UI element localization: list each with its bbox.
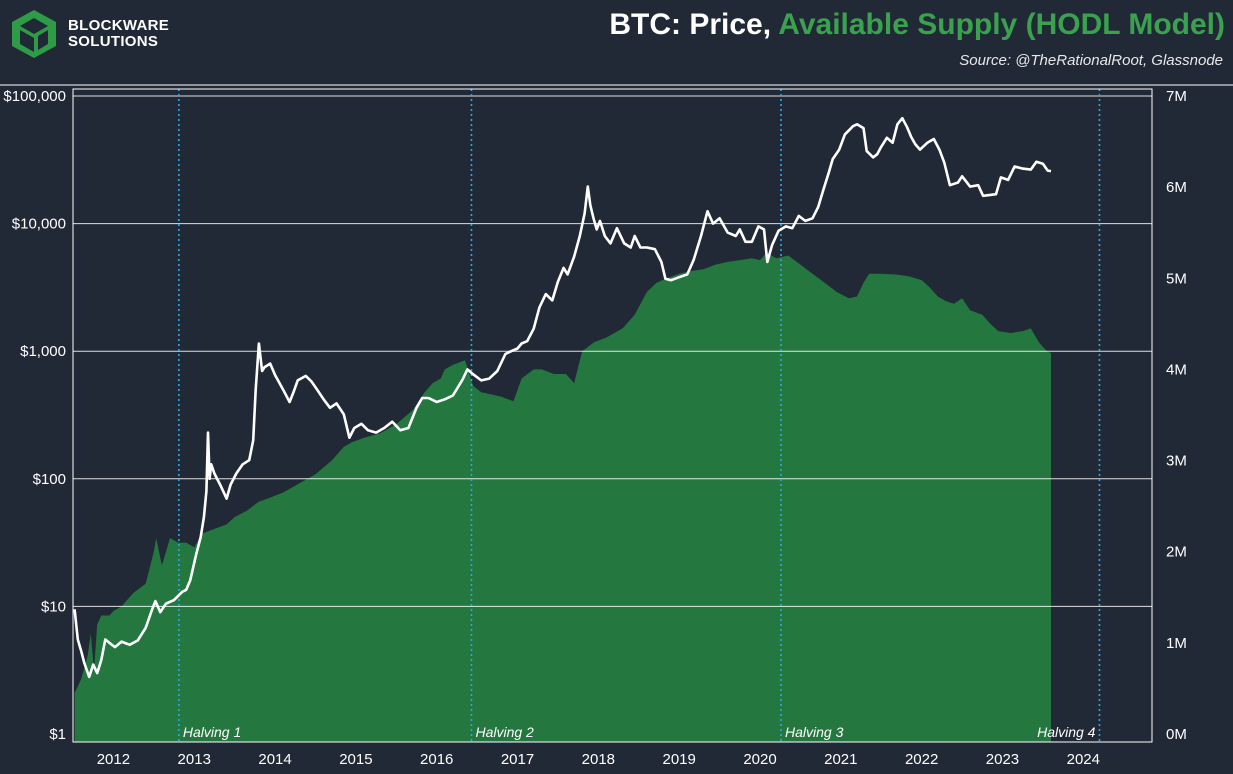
price-line-layer: [73, 116, 1052, 679]
x-tick-2020: 2020: [743, 751, 776, 768]
x-tick-2017: 2017: [501, 751, 534, 768]
y-right-tick-1: 1M: [1166, 635, 1187, 652]
supply-area-layer: [74, 252, 1052, 743]
x-tick-2022: 2022: [905, 751, 938, 768]
blockware-logo-icon: [12, 10, 56, 58]
y-right-tick-6: 6M: [1166, 179, 1187, 196]
y-left-tick-3: $1,000: [20, 343, 66, 360]
y-right-tick-2: 2M: [1166, 544, 1187, 561]
halving-lines-layer: Halving 1 Halving 2 Halving 3 Halving 4: [178, 89, 1101, 742]
x-tick-2012: 2012: [97, 751, 130, 768]
chart-source: Source: @TheRationalRoot, Glassnode: [959, 52, 1223, 69]
brand-line-1: BLOCKWARE: [68, 17, 170, 34]
y-right-tick-4: 4M: [1166, 361, 1187, 378]
y-left-tick-2: $100: [33, 471, 66, 488]
y-left-tick-5: $100,000: [3, 88, 66, 105]
x-tick-2014: 2014: [258, 751, 291, 768]
x-tick-2018: 2018: [582, 751, 615, 768]
y-left-tick-0: $1: [49, 726, 66, 743]
chart-title: BTC: Price, Available Supply (HODL Model…: [609, 8, 1225, 42]
x-tick-2023: 2023: [986, 751, 1019, 768]
tick-labels-layer: $1 $10 $100 $1,000 $10,000 $100,000 0M 1M 2M 3M 4M…: [3, 88, 1186, 768]
x-tick-2015: 2015: [339, 751, 372, 768]
halving-label-2: Halving 2: [475, 724, 534, 740]
x-tick-2016: 2016: [420, 751, 453, 768]
y-left-tick-4: $10,000: [12, 216, 66, 233]
chart-title-part1: BTC: Price,: [609, 8, 779, 41]
brand-logo: BLOCKWARE SOLUTIONS: [8, 8, 169, 60]
y-right-tick-5: 5M: [1166, 270, 1187, 287]
brand-line-2: SOLUTIONS: [68, 33, 159, 50]
x-tick-2024: 2024: [1067, 751, 1100, 768]
axes-layer: [0, 84, 1233, 743]
plot-frame: [72, 88, 1153, 743]
halving-label-4: Halving 4: [1037, 724, 1096, 740]
chart-title-part2: Available Supply (HODL Model): [778, 8, 1225, 41]
x-tick-2019: 2019: [662, 751, 695, 768]
gridlines-layer: [73, 95, 1152, 607]
x-tick-2021: 2021: [824, 751, 857, 768]
y-right-tick-0: 0M: [1166, 726, 1187, 743]
halving-label-1: Halving 1: [183, 724, 241, 740]
y-right-tick-3: 3M: [1166, 453, 1187, 470]
y-right-tick-7: 7M: [1166, 88, 1187, 105]
supply-area: [74, 252, 1052, 743]
y-left-tick-1: $10: [41, 598, 66, 615]
halving-label-3: Halving 3: [785, 724, 844, 740]
price-line: [73, 116, 1052, 679]
x-tick-2013: 2013: [178, 751, 211, 768]
